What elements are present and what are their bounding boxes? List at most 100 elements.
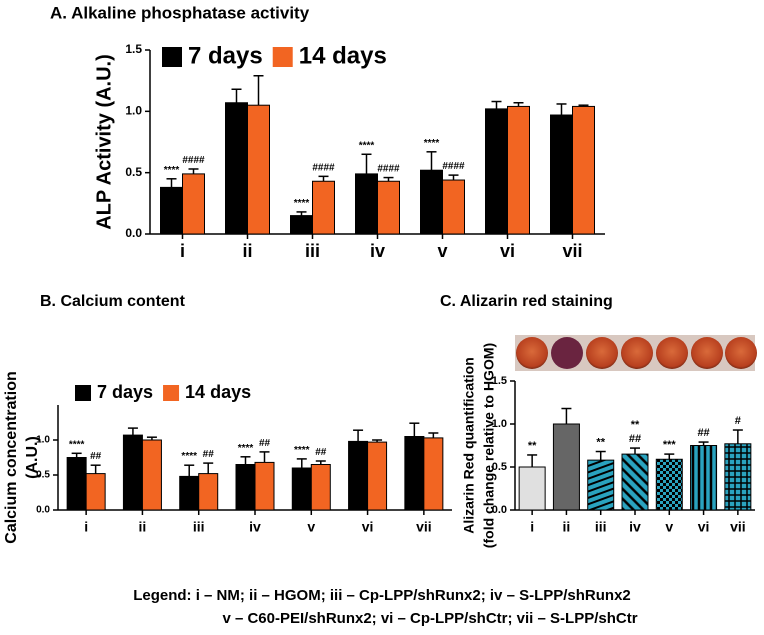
bar bbox=[690, 445, 718, 511]
significance-label: # bbox=[735, 415, 741, 427]
bar bbox=[179, 475, 200, 511]
bar bbox=[572, 105, 595, 235]
significance-label: **** bbox=[294, 445, 310, 456]
significance-label: **** bbox=[294, 198, 310, 209]
significance-label: **** bbox=[359, 140, 375, 151]
legend-swatch bbox=[272, 47, 293, 67]
x-tick-label: v bbox=[307, 519, 315, 535]
x-tick-label: i bbox=[84, 519, 88, 535]
x-tick-label: i bbox=[530, 519, 534, 535]
y-tick-label: 0.0 bbox=[125, 226, 142, 240]
x-tick-label: ii bbox=[563, 519, 571, 535]
x-tick-label: iii bbox=[193, 519, 205, 535]
y-axis-label: (fold change relative to HGOM) bbox=[481, 343, 497, 548]
bar bbox=[225, 102, 248, 235]
bar bbox=[348, 440, 369, 511]
y-axis-label: Alizarin Red quantification bbox=[461, 357, 477, 534]
x-tick-label: vi bbox=[362, 519, 374, 535]
bar bbox=[312, 180, 335, 235]
bar bbox=[550, 114, 573, 235]
y-axis-label: (A.U.) bbox=[24, 436, 41, 479]
significance-label: ## bbox=[259, 438, 271, 449]
bar bbox=[198, 473, 219, 511]
chart-title: C. Alizarin red staining bbox=[440, 293, 613, 310]
legend-label: 7 days bbox=[188, 42, 263, 69]
significance-label: ** bbox=[631, 419, 640, 431]
x-tick-label: iii bbox=[595, 519, 607, 535]
x-tick-label: vi bbox=[698, 519, 710, 535]
significance-label: ## bbox=[629, 433, 641, 445]
legend-text: Legend: i – NM; ii – HGOM; iii – Cp-LPP/… bbox=[133, 587, 631, 604]
y-tick-label: 0.5 bbox=[492, 461, 507, 473]
bar bbox=[485, 108, 508, 235]
y-axis-label: ALP Activity (A.U.) bbox=[93, 54, 115, 230]
significance-label: #### bbox=[377, 164, 400, 175]
significance-label: **** bbox=[238, 443, 254, 454]
bar bbox=[66, 457, 87, 511]
bar bbox=[291, 467, 312, 511]
y-tick-label: 1.0 bbox=[36, 435, 50, 446]
bar bbox=[507, 105, 530, 235]
x-tick-label: i bbox=[180, 241, 185, 261]
bar bbox=[247, 104, 270, 235]
legend-swatch bbox=[162, 47, 182, 67]
x-tick-label: v bbox=[665, 519, 673, 535]
bar bbox=[724, 443, 752, 511]
y-tick-label: 1.0 bbox=[492, 418, 507, 430]
bar bbox=[367, 441, 388, 511]
bar bbox=[518, 466, 546, 511]
bar bbox=[310, 464, 331, 511]
well-photos bbox=[515, 335, 757, 371]
y-tick-label: 0.5 bbox=[125, 165, 142, 179]
legend-swatch bbox=[163, 385, 180, 401]
bar bbox=[254, 461, 275, 511]
significance-label: *** bbox=[663, 439, 677, 451]
bar bbox=[442, 179, 465, 235]
bar bbox=[420, 169, 443, 235]
bar bbox=[355, 173, 378, 235]
y-axis-label: Calcium concentration bbox=[3, 371, 20, 543]
bar bbox=[182, 173, 205, 235]
y-tick-label: 0.0 bbox=[36, 505, 50, 516]
significance-label: #### bbox=[182, 155, 205, 166]
chart-title: B. Calcium content bbox=[40, 293, 186, 310]
bar bbox=[377, 180, 400, 235]
y-tick-label: 1.0 bbox=[125, 104, 142, 118]
significance-label: ## bbox=[90, 451, 102, 462]
bar bbox=[423, 437, 444, 511]
x-tick-label: iii bbox=[305, 241, 320, 261]
bar bbox=[621, 453, 649, 511]
bar bbox=[587, 459, 615, 511]
x-tick-label: iv bbox=[249, 519, 261, 535]
bar bbox=[404, 436, 425, 511]
legend-label: 7 days bbox=[97, 382, 153, 402]
significance-label: ## bbox=[315, 447, 327, 458]
bar bbox=[552, 423, 580, 511]
x-tick-label: ii bbox=[242, 241, 252, 261]
legend-swatch bbox=[75, 385, 91, 401]
x-tick-label: iv bbox=[629, 519, 641, 535]
significance-label: **** bbox=[424, 138, 440, 149]
x-tick-label: ii bbox=[139, 519, 147, 535]
legend-label: 14 days bbox=[299, 42, 387, 69]
x-tick-label: v bbox=[437, 241, 447, 261]
x-tick-label: vii bbox=[416, 519, 432, 535]
y-tick-label: 1.5 bbox=[492, 375, 507, 387]
significance-label: #### bbox=[312, 162, 335, 173]
significance-label: ** bbox=[596, 437, 605, 449]
significance-label: ** bbox=[528, 440, 537, 452]
significance-label: ## bbox=[203, 449, 215, 460]
significance-label: #### bbox=[442, 161, 465, 172]
bar bbox=[655, 458, 683, 511]
bar bbox=[122, 434, 143, 511]
significance-label: **** bbox=[164, 165, 180, 176]
chart-title: A. Alkaline phosphatase activity bbox=[50, 3, 310, 22]
y-tick-label: 0.5 bbox=[36, 470, 50, 481]
bar bbox=[235, 464, 256, 511]
bar bbox=[85, 473, 106, 511]
x-tick-label: vi bbox=[500, 241, 515, 261]
x-tick-label: iv bbox=[370, 241, 385, 261]
significance-label: **** bbox=[69, 439, 85, 450]
bar bbox=[290, 215, 313, 235]
